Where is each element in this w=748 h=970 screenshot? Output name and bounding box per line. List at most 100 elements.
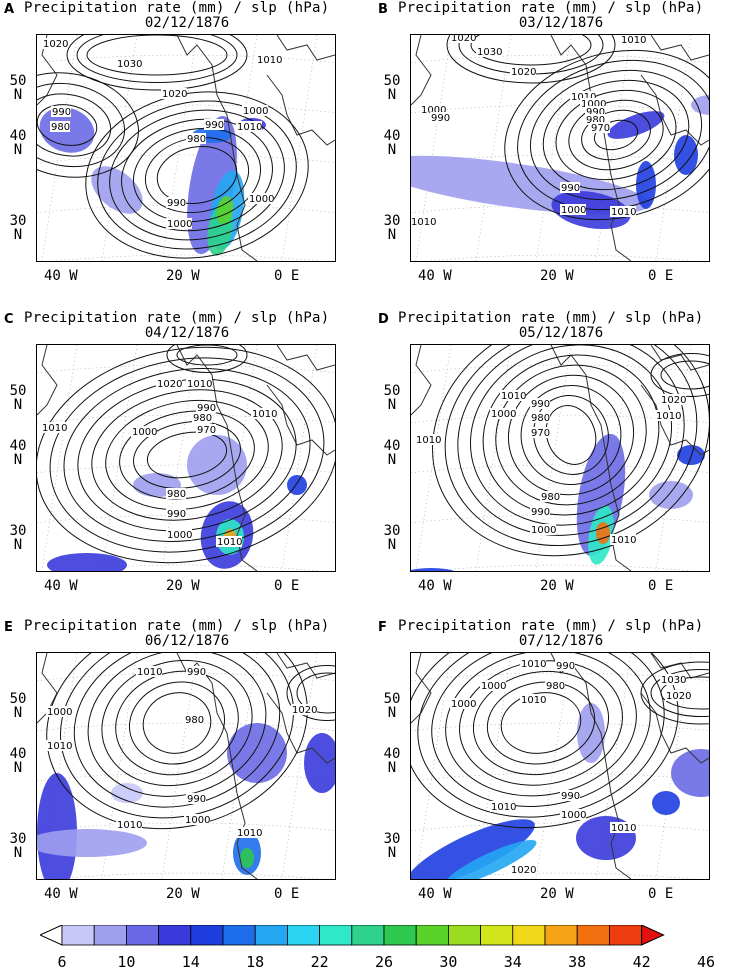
coastline	[411, 653, 432, 724]
latitude-value: 40	[9, 746, 27, 762]
latitude-gridline	[51, 254, 322, 261]
latitude-gridline	[37, 464, 335, 474]
isobar-line	[444, 345, 698, 547]
latitude-value: 50	[383, 73, 401, 89]
latitude-label: 30 N	[380, 524, 404, 552]
isobar-label: 1010	[611, 535, 636, 546]
isobar-label: 1010	[521, 695, 546, 706]
longitude-label: 40 W	[418, 578, 452, 594]
latitude-gridline	[37, 364, 335, 374]
isobar-line	[555, 89, 677, 181]
latitude-label: 40 N	[6, 129, 30, 157]
isobar-line	[101, 659, 253, 787]
latitude-value: 30	[9, 831, 27, 847]
isobar-line	[568, 99, 664, 171]
isobar-label-bg	[530, 506, 550, 517]
isobar-label-bg	[500, 390, 526, 401]
colorbar-tick-label: 22	[311, 953, 329, 970]
panel-letter: D	[378, 312, 389, 327]
colorbar-tick-label: 38	[568, 953, 586, 970]
latitude-hemisphere: N	[387, 537, 397, 553]
isobar-label: 1010	[416, 435, 441, 446]
isobar-label: 990	[187, 794, 206, 805]
isobar-label-bg	[530, 427, 550, 438]
colorbar-max-arrow	[641, 925, 665, 946]
isobar-line	[119, 410, 255, 500]
isobar-label: 1010	[117, 820, 142, 831]
precipitation-area	[445, 840, 537, 879]
latitude-value: 30	[383, 213, 401, 229]
isobar-label-bg	[420, 104, 446, 115]
panel-date: 06/12/1876	[144, 633, 230, 649]
isobar-line	[37, 104, 98, 146]
latitude-value: 40	[9, 438, 27, 454]
isobar-line	[470, 35, 592, 66]
precipitation-area	[37, 829, 147, 857]
isobar-label-bg	[660, 674, 686, 685]
panel-title: Precipitation rate (mm) / slp (hPa)	[24, 0, 330, 16]
isobar-label: 990	[556, 661, 575, 672]
coastlines	[411, 345, 709, 571]
isobar-label-bg	[46, 740, 72, 751]
isobar-label: 1010	[252, 409, 277, 420]
panel-title: Precipitation rate (mm) / slp (hPa)	[24, 618, 330, 634]
isobar-line	[459, 660, 623, 786]
latitude-label: 30 N	[6, 214, 30, 242]
latitude-gridline	[37, 154, 335, 164]
colorbar-swatch	[190, 925, 224, 946]
longitude-gridline	[161, 653, 198, 879]
isobar-label-bg	[660, 394, 686, 405]
longitude-label: 0 E	[274, 886, 300, 902]
isobar-label-bg	[520, 658, 546, 669]
isobar-label: 1010	[611, 823, 636, 834]
colorbar-swatch	[576, 925, 610, 946]
latitude-gridline	[411, 822, 709, 832]
precipitation-area	[91, 166, 143, 214]
panel-date: 05/12/1876	[518, 325, 604, 341]
longitude-gridline	[415, 653, 452, 879]
longitude-label: 20 W	[540, 268, 574, 284]
precipitation-area	[596, 522, 610, 544]
isobar-label: 990	[187, 667, 206, 678]
isobar-label-bg	[510, 864, 536, 875]
latitude-value: 30	[9, 523, 27, 539]
isobar-label-bg	[166, 488, 186, 499]
isobars	[37, 345, 335, 564]
isobar-label-bg	[570, 91, 596, 102]
isobar-label: 990	[531, 507, 550, 518]
latitude-label: 40 N	[380, 129, 404, 157]
isobar-label: 980	[531, 413, 550, 424]
isobar-line	[472, 670, 610, 776]
latitude-value: 50	[383, 691, 401, 707]
map-area: 1010 990 1000 980 1030 1010 1020 1000 990 1000 101…	[410, 652, 710, 880]
panel-letter: C	[4, 312, 14, 327]
colorbar-swatch	[222, 925, 256, 946]
isobar-line	[432, 345, 709, 557]
map-panel-b: B Precipitation rate (mm) / slp (hPa) 03/1…	[374, 0, 748, 310]
precipitation-area	[577, 703, 605, 763]
coastline	[176, 653, 258, 879]
panel-title: Precipitation rate (mm) / slp (hPa)	[398, 618, 704, 634]
latitude-gridline	[37, 772, 335, 782]
latitude-hemisphere: N	[387, 760, 397, 776]
isobar-label: 1020	[511, 67, 536, 78]
coastline	[640, 74, 709, 146]
isobar-line	[97, 100, 297, 250]
isobar-line	[156, 146, 238, 204]
latitude-hemisphere: N	[13, 760, 23, 776]
latitude-label: 50 N	[380, 384, 404, 412]
isobar-label: 1020	[157, 379, 182, 390]
isobar-line	[500, 692, 582, 754]
latitude-hemisphere: N	[387, 142, 397, 158]
latitude-hemisphere: N	[13, 142, 23, 158]
isobar-line	[86, 35, 228, 76]
map-panel-a: A Precipitation rate (mm) / slp (hPa) 02/1…	[0, 0, 374, 310]
isobar-label-bg	[476, 46, 502, 57]
isobar-line	[417, 653, 665, 818]
isobar-label-bg	[156, 378, 182, 389]
latitude-hemisphere: N	[387, 705, 397, 721]
isobar-line	[286, 665, 335, 721]
latitude-label: 50 N	[6, 384, 30, 412]
latitude-gridline	[411, 54, 709, 64]
latitude-value: 40	[383, 128, 401, 144]
